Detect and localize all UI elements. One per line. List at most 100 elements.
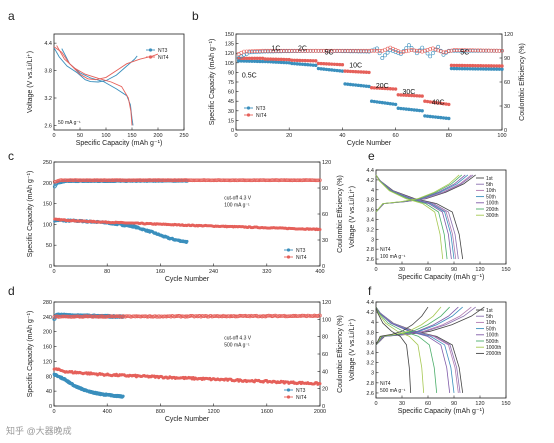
x-axis-label: Cycle Number [165, 416, 210, 423]
voltage-curve-NiT4-2 [53, 46, 159, 81]
ce-point-NiT4 [120, 315, 124, 319]
ce-point-NiT4 [481, 48, 486, 53]
ce-point-NiT4 [242, 178, 247, 183]
capacity-point-NiT4 [494, 64, 499, 68]
legend-label-10th: 10th [486, 320, 496, 326]
capacity-point-NiT4 [292, 58, 297, 63]
y-tick-label: 45 [228, 99, 234, 105]
capacity-point-NiT4 [242, 56, 246, 61]
legend-label-200th: 200th [486, 207, 499, 213]
x-tick-label: 60 [393, 133, 399, 139]
ce-point-NiT4 [311, 48, 316, 53]
ce-point-NiT4 [343, 48, 347, 53]
capacity-point-NiT4 [351, 69, 355, 74]
ce-point-NiT4 [160, 178, 165, 182]
capacity-point-NiT4 [401, 93, 406, 97]
capacity-point-NT3 [479, 67, 483, 71]
capacity-point-NT3 [380, 100, 384, 105]
capacity-point-NiT4 [476, 63, 480, 68]
capacity-point-NT3 [244, 59, 249, 63]
ce-point-NiT4 [60, 178, 65, 183]
ce-point-NiT4 [305, 48, 310, 53]
y-tick-label: 240 [43, 315, 52, 321]
ce-point-NiT4 [149, 178, 154, 183]
ce-point-NiT4 [132, 178, 137, 183]
ce-point-NiT4 [292, 178, 297, 182]
ce-point-NiT4 [260, 178, 265, 182]
capacity-point-NT3 [316, 66, 321, 71]
ce-point-NiT4 [230, 178, 235, 182]
capacity-point-NiT4 [399, 93, 403, 97]
capacity-point-NT3 [282, 60, 286, 65]
y2-tick-label: 0 [504, 128, 507, 134]
capacity-point-NT3 [492, 67, 496, 71]
ce-point-NiT4 [194, 178, 199, 183]
charge-curve-200th [375, 174, 463, 213]
y-tick-label: 120 [225, 51, 234, 57]
plot-frame-c [53, 161, 321, 267]
capacity-point-NiT4 [364, 70, 369, 74]
y-tick-label: 2.8 [366, 247, 374, 253]
ce-point-NT3 [399, 52, 403, 56]
ce-point-NiT4 [454, 48, 459, 52]
ce-point-NiT4 [73, 314, 78, 319]
ce-point-NiT4 [258, 314, 262, 319]
capacity-point-NiT4 [407, 93, 411, 98]
ce-point-NiT4 [174, 314, 179, 318]
ce-point-NiT4 [377, 48, 382, 53]
ce-point-NiT4 [244, 178, 249, 183]
x-tick-label: 100 [497, 133, 506, 139]
ce-point-NiT4 [266, 178, 270, 182]
discharge-curve-500th [375, 306, 438, 393]
x-tick-label: 0 [234, 133, 237, 139]
capacity-point-NT3 [268, 60, 273, 64]
capacity-point-NiT4 [340, 63, 345, 67]
ce-point-NiT4 [486, 48, 491, 53]
legend-label-50th: 50th [486, 194, 496, 200]
ce-point-NiT4 [234, 178, 239, 183]
ce-point-NiT4 [351, 48, 355, 53]
capacity-point-NT3 [290, 61, 294, 66]
capacity-point-NiT4 [361, 70, 366, 74]
voltage-curve-NT3-0 [53, 47, 138, 83]
ce-point-NiT4 [103, 178, 108, 183]
y-tick-label: 4.4 [44, 41, 52, 47]
ce-point-NiT4 [122, 178, 127, 183]
panel-e: e 0 30 60 90 120 150 2.6 2.8 3 3.2 3.4 3.6 3.8 4 4.2 4.4… [349, 149, 511, 281]
capacity-point-NT3 [284, 60, 289, 65]
x-tick-label: 90 [451, 267, 457, 273]
ce-point-NiT4 [446, 49, 451, 54]
capacity-point-NiT4 [391, 87, 395, 91]
ce-point-NiT4 [273, 48, 278, 53]
panel-f: f 0 30 60 90 120 150 2.6 2.8 3 3.2 3.4 3.6 3.8 4 4.2 4.4… [349, 284, 511, 415]
x-tick-label: 150 [501, 401, 510, 407]
y-tick-label: 3.2 [44, 96, 52, 102]
ce-point-NiT4 [264, 314, 269, 318]
ce-point-NiT4 [125, 314, 130, 318]
ce-point-NiT4 [115, 178, 119, 182]
ce-point-NT3 [404, 46, 409, 51]
legend-marker-NT3 [286, 388, 291, 392]
ce-point-NiT4 [414, 48, 419, 53]
ce-point-NiT4 [180, 178, 185, 182]
charge-curve-300th [375, 174, 460, 213]
capacity-point-NT3 [346, 82, 350, 86]
capacity-point-NT3 [335, 68, 339, 73]
ce-point-NiT4 [255, 314, 260, 319]
capacity-point-NiT4 [447, 102, 451, 107]
ce-point-NiT4 [98, 178, 102, 182]
capacity-point-NT3 [463, 67, 467, 71]
capacity-point-NiT4 [343, 69, 347, 73]
capacity-point-NiT4 [441, 101, 446, 106]
y2-axis-label: Coulombic Efficiency (%) [337, 175, 344, 253]
ce-point-NiT4 [201, 178, 206, 182]
panel-label-c: c [8, 149, 14, 163]
y-tick-label: 3 [371, 237, 374, 243]
y2-tick-label: 90 [322, 186, 328, 192]
annotation-sample: NiT4 [380, 247, 391, 253]
ce-point-NiT4 [468, 48, 472, 53]
y-tick-label: 2.6 [44, 123, 52, 129]
legend-marker-NT3 [148, 48, 153, 52]
x-tick-label: 800 [156, 409, 165, 415]
capacity-point-NT3 [447, 116, 451, 121]
